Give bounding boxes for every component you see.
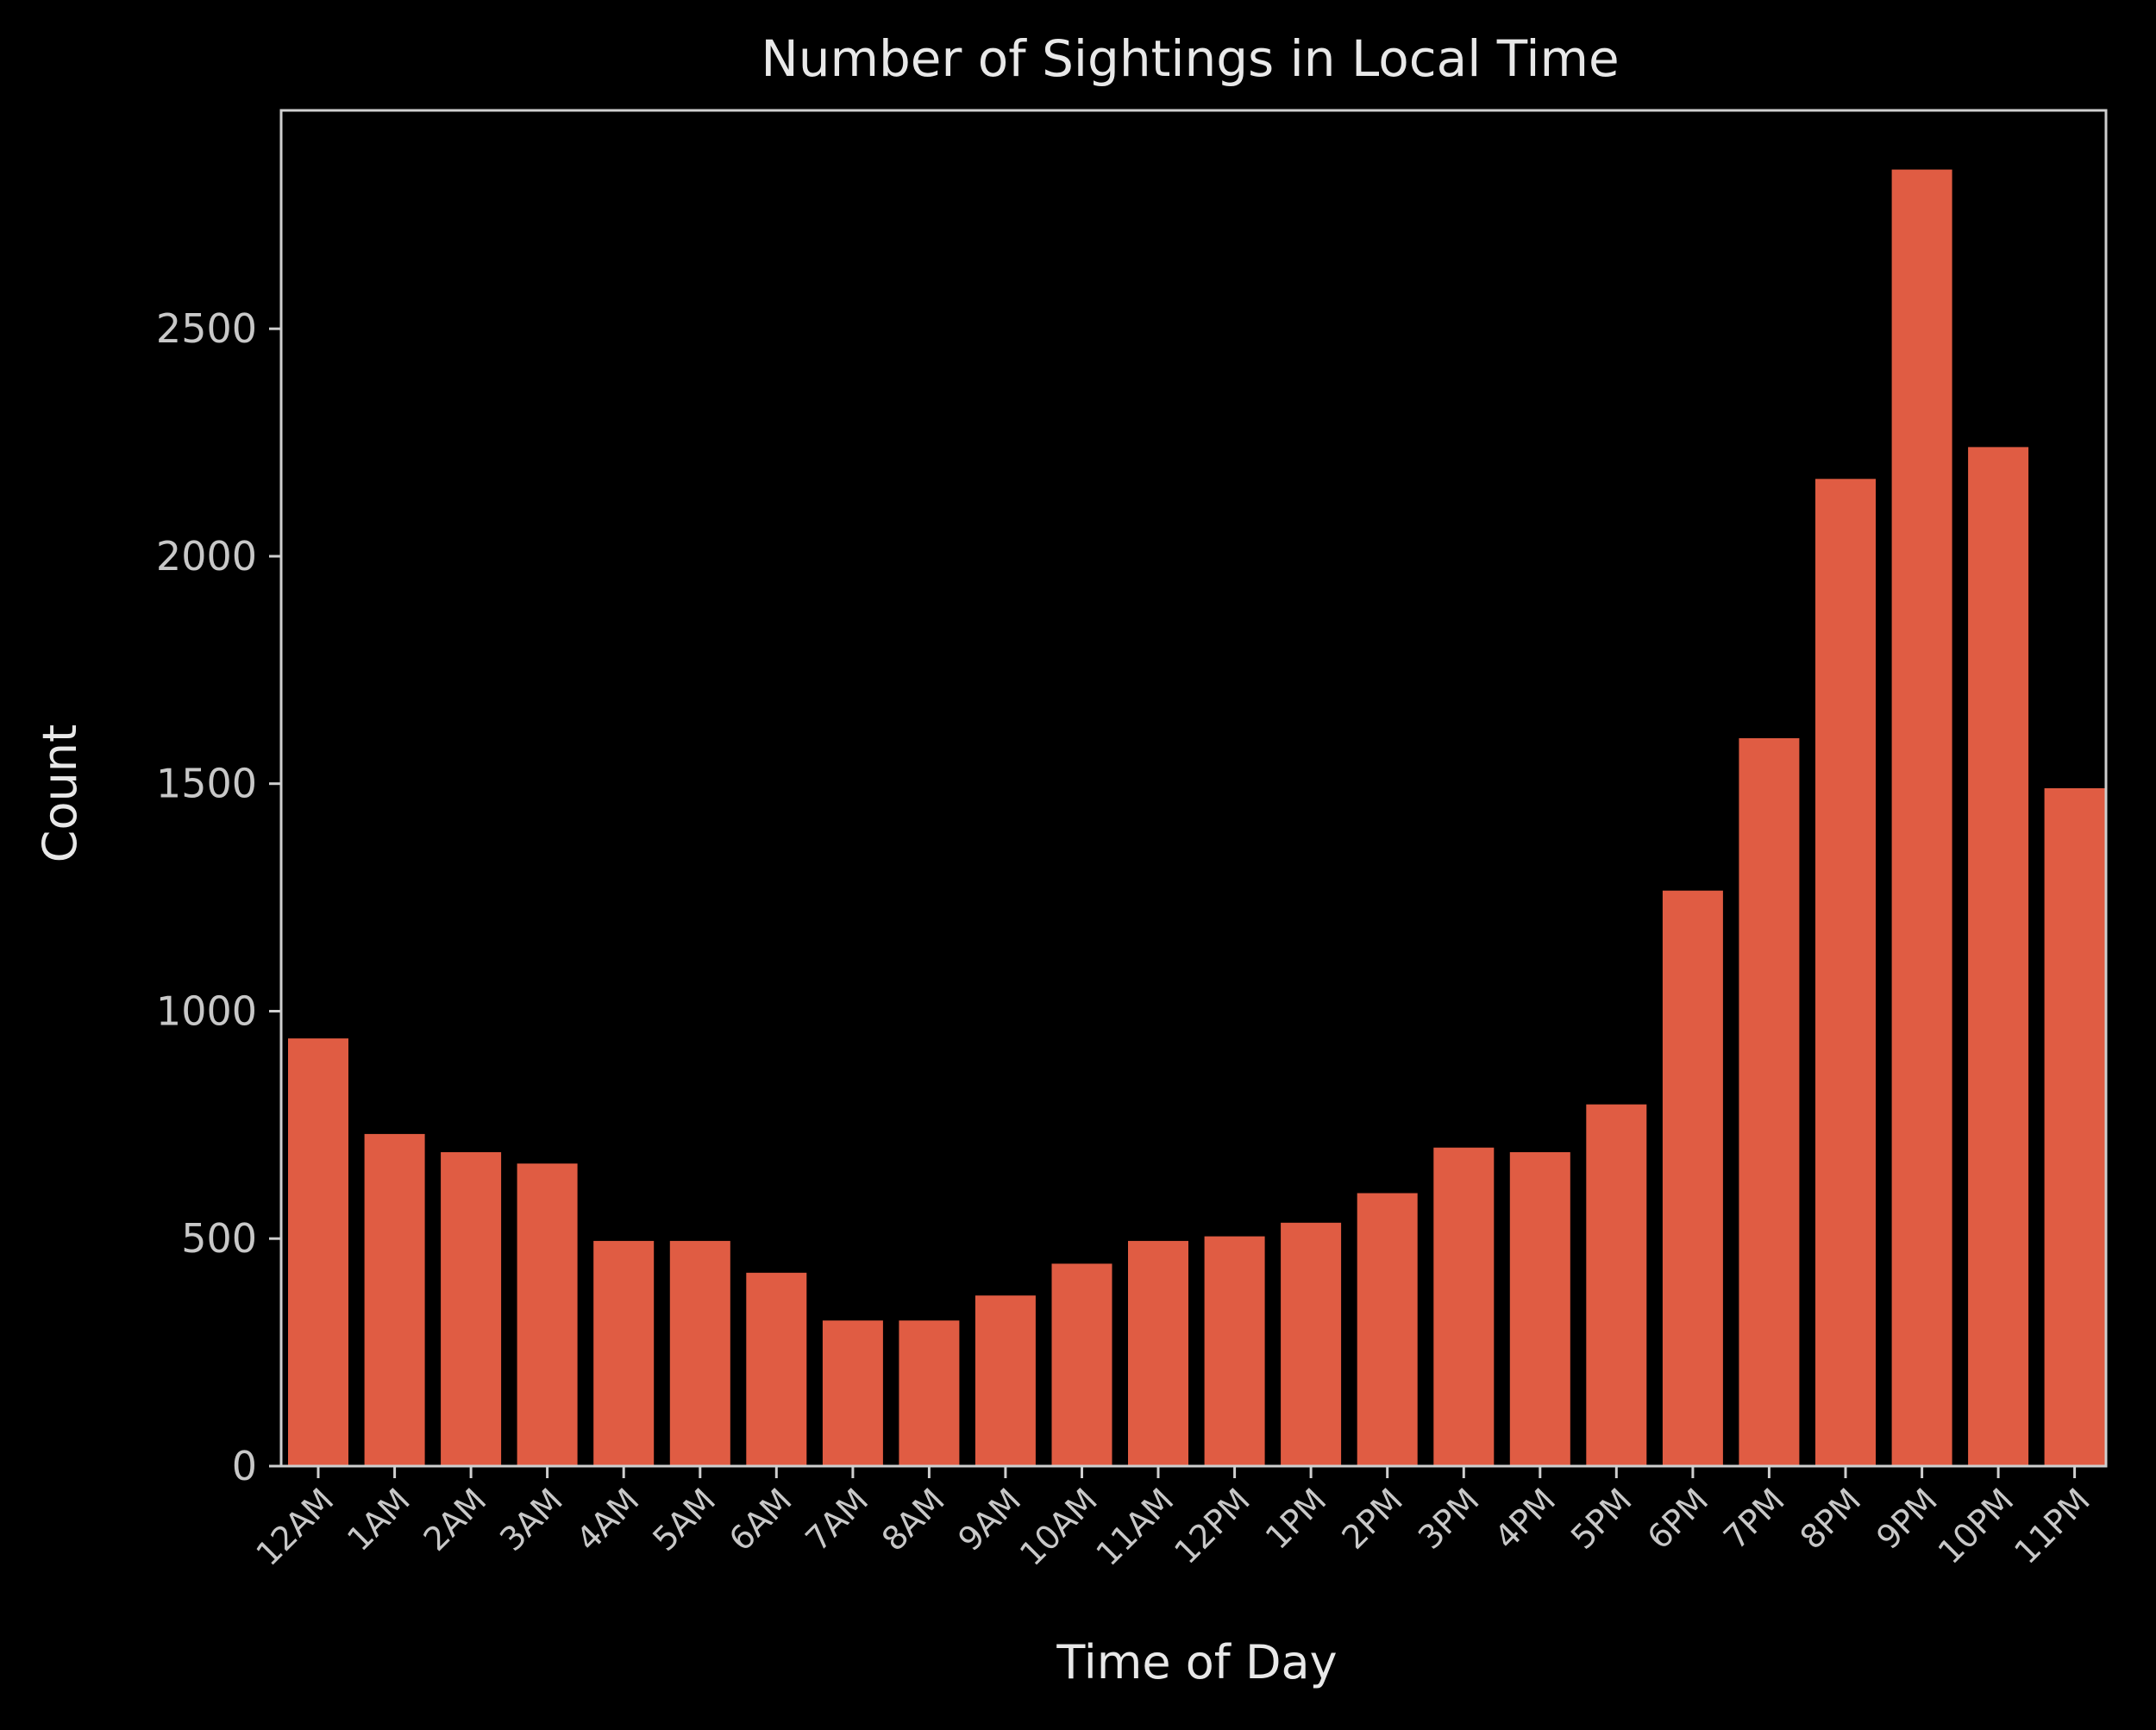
- bar-9am: [975, 1295, 1036, 1466]
- bar-12am: [288, 1038, 348, 1466]
- bar-5pm: [1586, 1104, 1647, 1466]
- x-axis-label: Time of Day: [1056, 1635, 1337, 1689]
- plot-frame: [279, 109, 2108, 1468]
- bar-9pm: [1891, 169, 1952, 1467]
- y-axis-ticks: 0 500 1000 1500 2000 2500: [156, 305, 281, 1489]
- bar-12pm: [1204, 1236, 1265, 1466]
- bars-group: [288, 169, 2105, 1467]
- y-tick-label: 0: [232, 1443, 257, 1489]
- bar-4am: [593, 1240, 655, 1466]
- bar-11pm: [2044, 788, 2105, 1466]
- y-tick-label: 1500: [156, 761, 257, 807]
- bar-3pm: [1433, 1147, 1495, 1466]
- bar-4pm: [1509, 1152, 1570, 1466]
- bar-10am: [1051, 1263, 1112, 1466]
- bar-2pm: [1357, 1193, 1418, 1466]
- bar-7am: [822, 1320, 883, 1466]
- bar-7pm: [1739, 738, 1800, 1466]
- y-tick-label: 2500: [156, 305, 257, 352]
- bar-8pm: [1815, 479, 1876, 1466]
- bar-1pm: [1281, 1222, 1342, 1466]
- bar-6am: [746, 1272, 807, 1466]
- bar-6pm: [1662, 890, 1723, 1466]
- bar-1am: [364, 1133, 425, 1466]
- bar-11am: [1128, 1240, 1188, 1466]
- y-axis-label: Count: [33, 724, 87, 862]
- bar-8am: [899, 1320, 960, 1466]
- bar-10pm: [1968, 447, 2029, 1466]
- y-tick-label: 500: [181, 1215, 257, 1262]
- bar-3am: [517, 1163, 578, 1466]
- y-tick-label: 2000: [156, 533, 257, 580]
- bar-5am: [669, 1240, 730, 1466]
- bar-2am: [441, 1152, 502, 1466]
- y-tick-label: 1000: [156, 988, 257, 1035]
- chart-title: Number of Sightings in Local Time: [761, 29, 1619, 88]
